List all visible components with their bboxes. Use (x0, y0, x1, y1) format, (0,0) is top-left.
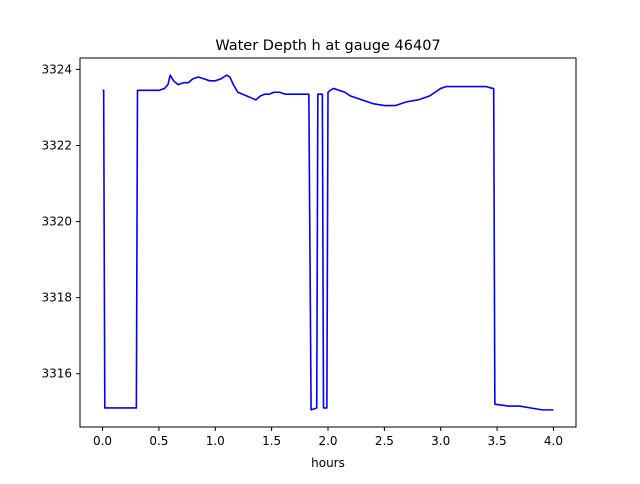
x-tick-label: 1.0 (206, 434, 225, 448)
y-tick-label: 3324 (41, 62, 72, 76)
series-group (102, 74, 554, 411)
x-tick-label: 0.5 (149, 434, 168, 448)
x-tick-label: 0.0 (93, 434, 112, 448)
x-tick-label: 1.5 (262, 434, 281, 448)
chart-title: Water Depth h at gauge 46407 (215, 38, 440, 54)
y-tick-label: 3316 (41, 367, 72, 381)
y-tick-label: 3322 (41, 138, 72, 152)
x-tick-label: 2.5 (375, 434, 394, 448)
plot-area: 0.0 0.5 1.0 1.5 2.0 2.5 3.0 3.5 4.0 3316 3318 3320… (41, 57, 577, 448)
y-tick-label: 3320 (41, 215, 72, 229)
x-tick-label: 2.0 (318, 434, 337, 448)
y-axis-ticks: 3316 3318 3320 3322 3324 (41, 62, 80, 381)
x-axis-label: hours (311, 456, 345, 470)
series-line-0 (102, 74, 554, 411)
x-tick-label: 3.5 (488, 434, 507, 448)
x-tick-label: 3.0 (431, 434, 450, 448)
x-axis-ticks: 0.0 0.5 1.0 1.5 2.0 2.5 3.0 3.5 4.0 (93, 427, 563, 448)
x-tick-label: 4.0 (544, 434, 563, 448)
y-tick-label: 3318 (41, 291, 72, 305)
